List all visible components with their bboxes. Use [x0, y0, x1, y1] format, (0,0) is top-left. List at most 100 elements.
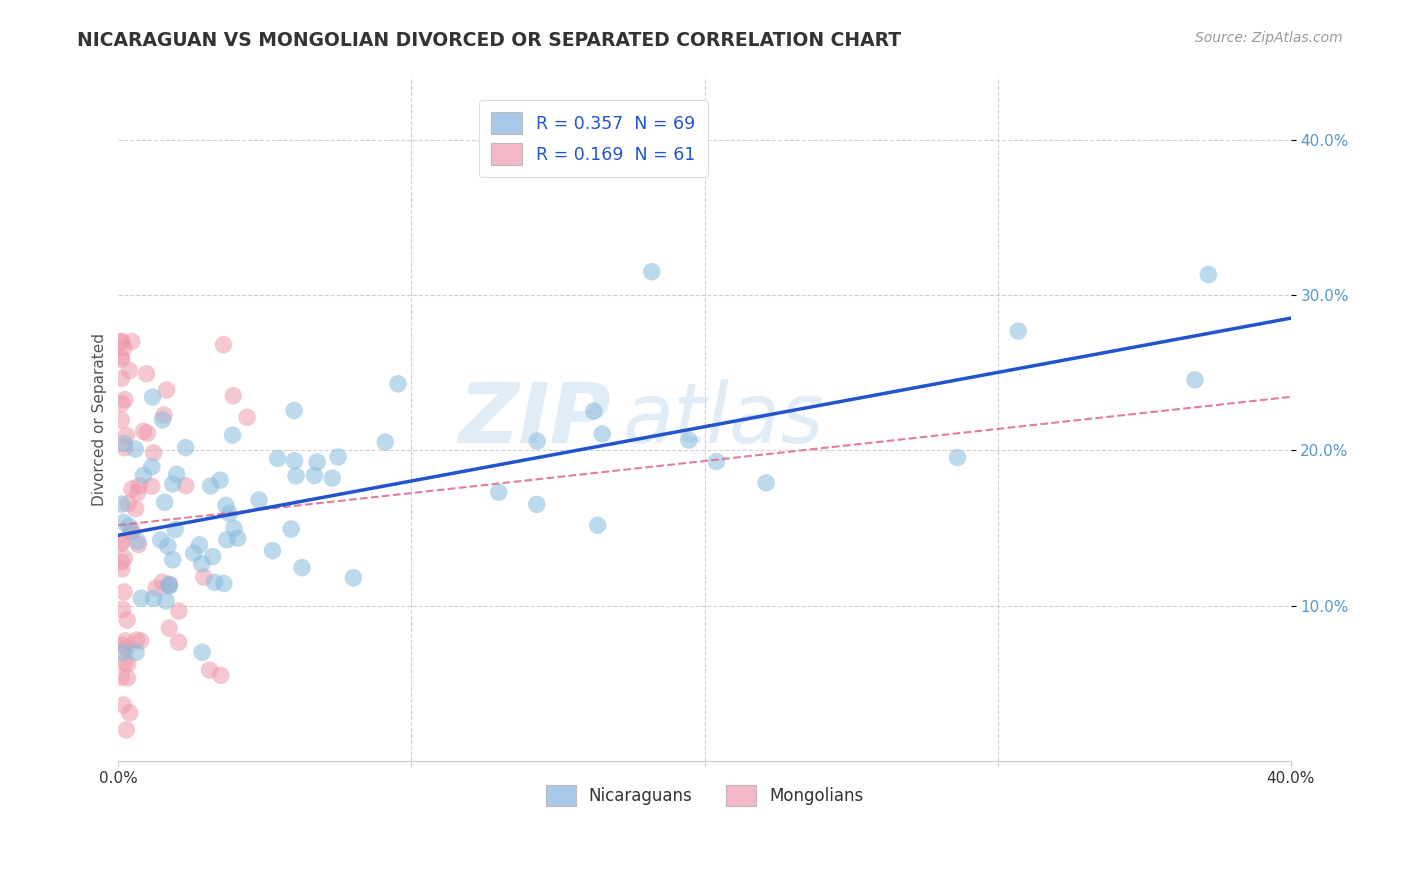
Point — [110, 352, 132, 367]
Point — [141, 459, 163, 474]
Point — [200, 479, 222, 493]
Point — [266, 451, 288, 466]
Point — [387, 376, 409, 391]
Point — [120, 524, 142, 539]
Point — [174, 441, 197, 455]
Point — [190, 557, 212, 571]
Point — [121, 524, 143, 538]
Point — [226, 531, 249, 545]
Point — [218, 507, 240, 521]
Point — [526, 434, 548, 448]
Point — [142, 591, 165, 606]
Point — [191, 645, 214, 659]
Point — [115, 428, 138, 442]
Point — [156, 539, 179, 553]
Point — [678, 433, 700, 447]
Point — [488, 485, 510, 500]
Point — [326, 450, 349, 464]
Point — [283, 454, 305, 468]
Point — [121, 482, 143, 496]
Point — [183, 546, 205, 560]
Point — [193, 570, 215, 584]
Point — [112, 436, 135, 450]
Point — [166, 467, 188, 482]
Point — [247, 493, 270, 508]
Point — [342, 571, 364, 585]
Point — [110, 334, 132, 349]
Point — [150, 575, 173, 590]
Point — [374, 435, 396, 450]
Point — [132, 468, 155, 483]
Point — [115, 723, 138, 737]
Point — [174, 478, 197, 492]
Point — [198, 663, 221, 677]
Point — [149, 533, 172, 547]
Point — [111, 396, 134, 410]
Point — [110, 536, 132, 550]
Point — [591, 427, 613, 442]
Point — [162, 477, 184, 491]
Point — [141, 479, 163, 493]
Point — [283, 403, 305, 417]
Point — [128, 479, 150, 493]
Point — [112, 341, 135, 355]
Point — [152, 413, 174, 427]
Point — [280, 522, 302, 536]
Point — [131, 591, 153, 606]
Point — [112, 585, 135, 599]
Point — [1007, 324, 1029, 338]
Point — [212, 338, 235, 352]
Point — [114, 656, 136, 670]
Point — [215, 533, 238, 547]
Point — [127, 485, 149, 500]
Point — [110, 497, 132, 511]
Point — [145, 581, 167, 595]
Point — [155, 594, 177, 608]
Point — [188, 538, 211, 552]
Text: NICARAGUAN VS MONGOLIAN DIVORCED OR SEPARATED CORRELATION CHART: NICARAGUAN VS MONGOLIAN DIVORCED OR SEPA… — [77, 31, 901, 50]
Point — [157, 621, 180, 635]
Point — [236, 410, 259, 425]
Point — [129, 634, 152, 648]
Point — [110, 371, 132, 385]
Point — [114, 551, 136, 566]
Point — [125, 632, 148, 647]
Point — [110, 350, 132, 364]
Text: atlas: atlas — [623, 379, 824, 459]
Point — [641, 265, 664, 279]
Point — [112, 516, 135, 530]
Point — [135, 367, 157, 381]
Point — [117, 657, 139, 671]
Point — [159, 577, 181, 591]
Point — [127, 534, 149, 549]
Point — [117, 497, 139, 511]
Text: Source: ZipAtlas.com: Source: ZipAtlas.com — [1195, 31, 1343, 45]
Point — [110, 555, 132, 569]
Point — [165, 523, 187, 537]
Point — [121, 334, 143, 349]
Point — [1184, 373, 1206, 387]
Point — [262, 543, 284, 558]
Point — [204, 575, 226, 590]
Point — [167, 635, 190, 649]
Y-axis label: Divorced or Separated: Divorced or Separated — [93, 333, 107, 506]
Point — [114, 634, 136, 648]
Point — [112, 645, 135, 659]
Point — [118, 706, 141, 720]
Text: ZIP: ZIP — [458, 379, 610, 459]
Point — [112, 698, 135, 712]
Point — [110, 670, 132, 684]
Point — [307, 455, 329, 469]
Point — [209, 473, 232, 487]
Legend: Nicaraguans, Mongolians: Nicaraguans, Mongolians — [537, 776, 872, 814]
Point — [110, 535, 132, 549]
Point — [706, 455, 728, 469]
Point — [285, 469, 308, 483]
Point — [111, 602, 134, 616]
Point — [132, 425, 155, 439]
Point — [304, 468, 326, 483]
Point — [114, 441, 136, 455]
Point — [582, 404, 605, 418]
Point — [586, 518, 609, 533]
Point — [321, 471, 343, 485]
